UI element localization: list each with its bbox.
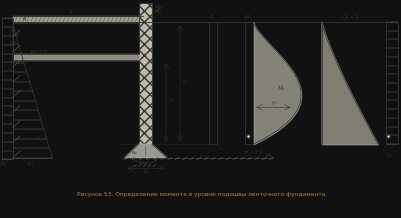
Text: $\beta_q$: $\beta_q$ — [0, 160, 8, 170]
Text: $M_v$: $M_v$ — [277, 85, 286, 94]
Text: $p_{y1}=0$: $p_{y1}=0$ — [30, 47, 48, 58]
Text: $Q_n$: $Q_n$ — [385, 151, 393, 160]
Text: $h$: $h$ — [182, 77, 187, 85]
Text: $M_n{=}G{\cdot}\psi$: $M_n{=}G{\cdot}\psi$ — [243, 148, 262, 156]
Text: b: b — [144, 169, 147, 174]
Text: $p_{y2}$: $p_{y2}$ — [36, 136, 45, 145]
Text: $h_k$: $h_k$ — [168, 96, 175, 105]
Polygon shape — [13, 16, 142, 22]
Text: $Q_0{=}R$: $Q_0{=}R$ — [341, 13, 358, 22]
Text: $M_n$: $M_n$ — [265, 151, 273, 160]
Polygon shape — [13, 54, 138, 60]
Bar — [138, 3, 152, 144]
Polygon shape — [124, 144, 166, 158]
Text: q: q — [68, 9, 72, 14]
Text: R: R — [209, 15, 213, 20]
Text: M: M — [244, 15, 249, 20]
Text: $y_s$: $y_s$ — [271, 99, 277, 107]
Text: Рисунок 53. Определение момента в уровне подошвы ленточного фундамента: Рисунок 53. Определение момента в уровне… — [77, 192, 324, 196]
Text: q: q — [23, 16, 26, 21]
Text: $P_{p3}$: $P_{p3}$ — [26, 160, 34, 170]
Text: $M_0$: $M_0$ — [154, 3, 162, 12]
Text: $t_{sw}$: $t_{sw}$ — [138, 158, 147, 167]
Text: $e_w$: $e_w$ — [130, 149, 138, 157]
Text: a: a — [15, 33, 18, 38]
